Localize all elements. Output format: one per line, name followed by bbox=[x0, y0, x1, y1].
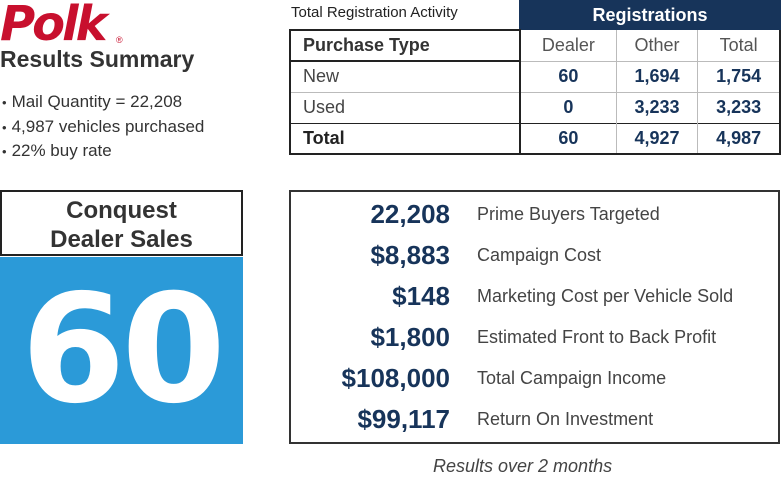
metric-label: Campaign Cost bbox=[477, 245, 602, 265]
metric-value: $148 bbox=[392, 281, 450, 311]
metric-row: $8,883 Campaign Cost bbox=[291, 237, 778, 273]
conquest-value-panel: 60 bbox=[0, 257, 243, 444]
row-type: Used bbox=[289, 91, 521, 123]
results-summary-title: Results Summary bbox=[0, 46, 195, 72]
other-value: 3,233 bbox=[615, 91, 698, 123]
results-footnote: Results over 2 months bbox=[433, 456, 613, 476]
metric-row: $1,800 Estimated Front to Back Profit bbox=[291, 319, 778, 355]
total-value: 3,233 bbox=[697, 91, 782, 123]
metric-row: $108,000 Total Campaign Income bbox=[291, 360, 778, 396]
other-value: 1,694 bbox=[615, 60, 698, 92]
dealer-value: 60 bbox=[519, 60, 617, 92]
metric-value: 22,208 bbox=[370, 199, 450, 229]
row-type: Total bbox=[289, 122, 521, 155]
metric-label: Total Campaign Income bbox=[477, 368, 667, 388]
registrations-header: Registrations bbox=[519, 0, 781, 30]
metric-row: 22,208 Prime Buyers Targeted bbox=[291, 196, 778, 232]
logo-text: Polk bbox=[0, 0, 108, 52]
metric-value: $1,800 bbox=[370, 322, 450, 352]
table-row: New 60 1,694 1,754 bbox=[289, 60, 782, 92]
conquest-label-line2: Dealer Sales bbox=[50, 226, 193, 253]
table-row-total: Total 60 4,927 4,987 bbox=[289, 122, 782, 155]
column-header-purchase-type: Purchase Type bbox=[289, 29, 521, 62]
conquest-label-line1: Conquest bbox=[66, 197, 177, 224]
bullet-item: 22% buy rate bbox=[2, 139, 204, 164]
table-row: Used 0 3,233 3,233 bbox=[289, 91, 782, 123]
metric-value: $108,000 bbox=[341, 363, 450, 393]
polk-logo: Polk ® bbox=[0, 0, 130, 48]
row-type: New bbox=[289, 60, 521, 92]
conquest-dealer-sales-label: Conquest Dealer Sales bbox=[0, 190, 243, 256]
total-value: 1,754 bbox=[697, 60, 782, 92]
metric-label: Estimated Front to Back Profit bbox=[477, 327, 717, 347]
metric-value: $99,117 bbox=[357, 404, 450, 434]
metric-value: $8,883 bbox=[370, 240, 450, 270]
registered-mark: ® bbox=[116, 35, 123, 45]
metrics-panel: 22,208 Prime Buyers Targeted $8,883 Camp… bbox=[289, 190, 780, 444]
column-header-dealer: Dealer bbox=[519, 30, 617, 62]
registration-table: Purchase Type Dealer Other Total New 60 … bbox=[289, 29, 782, 155]
metric-label: Marketing Cost per Vehicle Sold bbox=[477, 286, 734, 306]
dealer-value: 60 bbox=[519, 122, 617, 155]
column-header-total: Total bbox=[697, 30, 782, 62]
metric-row: $99,117 Return On Investment bbox=[291, 401, 778, 437]
other-value: 4,927 bbox=[615, 122, 698, 155]
table-caption: Total Registration Activity bbox=[291, 4, 458, 21]
column-header-other: Other bbox=[615, 30, 698, 62]
conquest-sales-count: 60 bbox=[21, 263, 226, 437]
table-header-row: Purchase Type Dealer Other Total bbox=[289, 29, 782, 62]
metric-label: Prime Buyers Targeted bbox=[477, 204, 660, 224]
dealer-value: 0 bbox=[519, 91, 617, 123]
total-value: 4,987 bbox=[697, 122, 782, 155]
bullet-item: 4,987 vehicles purchased bbox=[2, 115, 205, 140]
summary-bullets: Mail Quantity = 22,208 4,987 vehicles pu… bbox=[2, 90, 205, 164]
metric-row: $148 Marketing Cost per Vehicle Sold bbox=[291, 278, 778, 314]
metric-label: Return On Investment bbox=[477, 409, 654, 429]
bullet-item: Mail Quantity = 22,208 bbox=[2, 90, 204, 115]
